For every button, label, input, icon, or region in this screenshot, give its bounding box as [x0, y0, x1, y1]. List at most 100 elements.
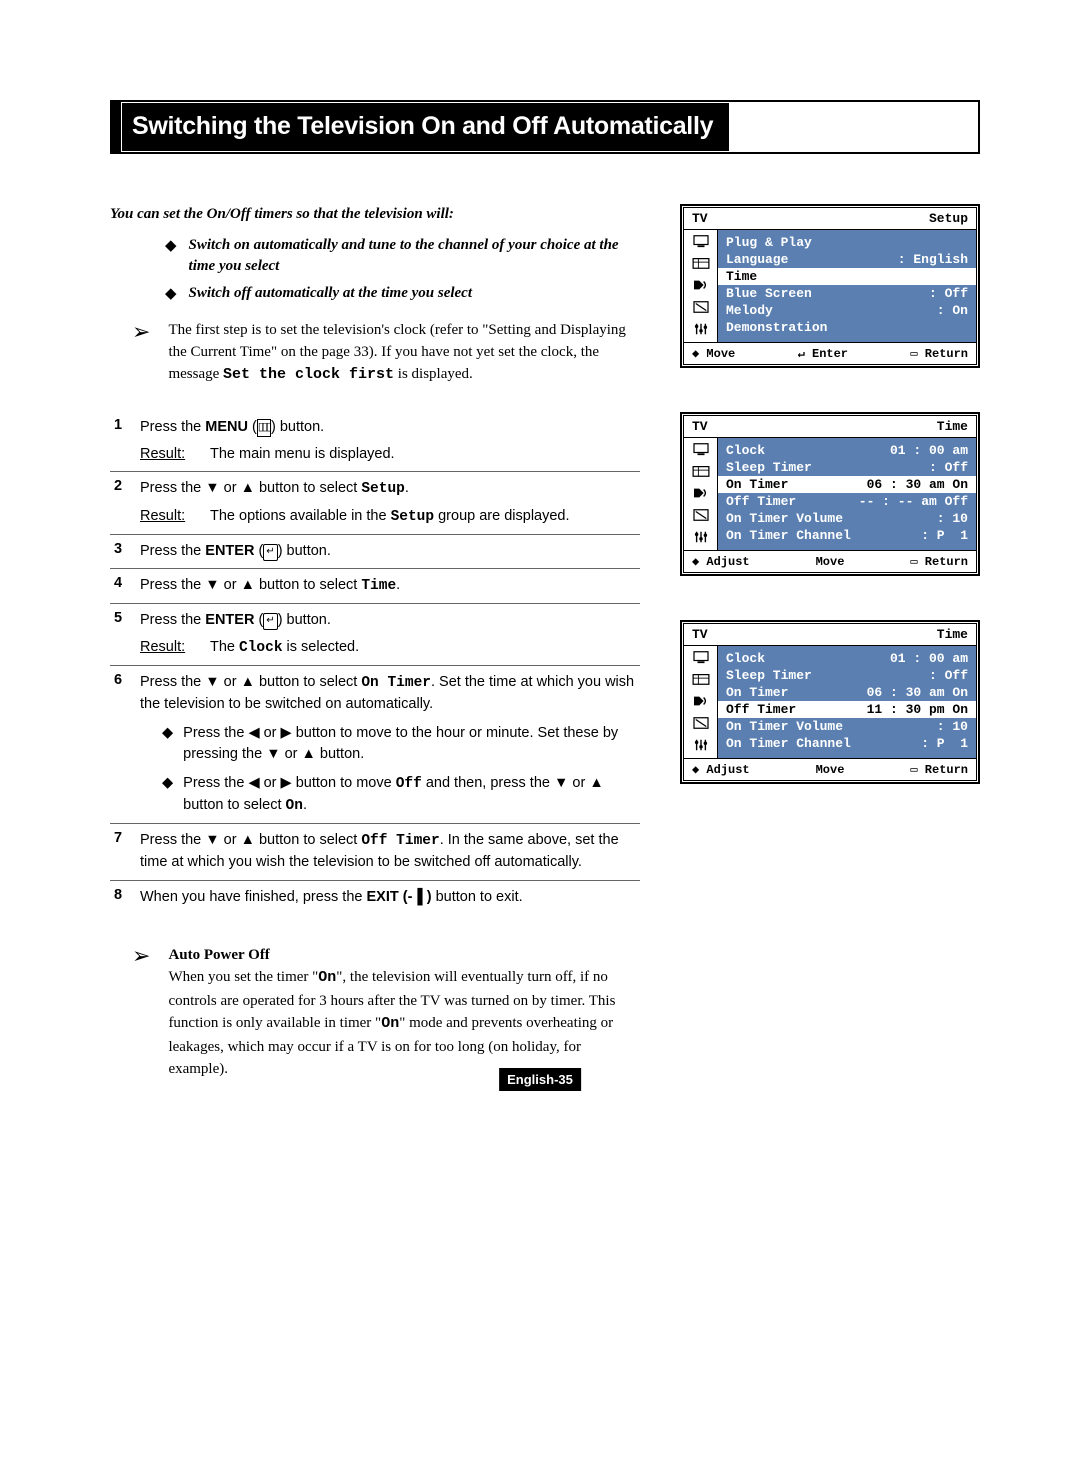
osd-row-label: Demonstration — [726, 320, 827, 335]
osd-row: Demonstration — [726, 319, 968, 336]
left-column: You can set the On/Off timers so that th… — [110, 204, 640, 1081]
osd-row: On Timer 06 : 30 am On — [726, 684, 968, 701]
osd-row-value: : P 1 — [921, 528, 968, 543]
osd-footer: ◆ Move ↵ Enter ▭ Return — [684, 342, 976, 364]
step-number: 3 — [110, 535, 136, 569]
step-number: 7 — [110, 824, 136, 880]
intro-bullet-text: Switch on automatically and tune to the … — [189, 235, 640, 277]
osd-row: Off Timer 11 : 30 pm On — [718, 701, 976, 718]
osd-row-label: Clock — [726, 443, 765, 458]
osd-footer-left: ◆ Adjust — [692, 554, 750, 569]
result-text: The options available in the Setup group… — [210, 506, 570, 528]
step-body: Press the ▼ or ▲ button to select Setup.… — [136, 472, 640, 535]
osd-row: Clock 01 : 00 am — [726, 650, 968, 667]
sub-bullet-text: Press the ◀ or ▶ button to move Off and … — [183, 773, 636, 817]
osd-row-label: Melody — [726, 303, 773, 318]
diamond-icon: ◆ — [165, 283, 177, 304]
auto-power-title: Auto Power Off — [168, 944, 640, 967]
osd-row: Sleep Timer: Off — [726, 667, 968, 684]
osd-row-value: : On — [937, 303, 968, 318]
step-number: 4 — [110, 569, 136, 604]
sub-bullet-text: Press the ◀ or ▶ button to move to the h… — [183, 723, 636, 765]
osd-row-label: Clock — [726, 651, 765, 666]
osd-panel: TVTime Clock01 : 00 amSleep Timer: OffOn… — [680, 620, 980, 784]
step-body: Press the ENTER (↵) button.Result:The Cl… — [136, 604, 640, 666]
osd-row-label: Off Timer — [726, 702, 796, 717]
pointer-icon: ➢ — [132, 945, 150, 1081]
step-body: Press the ▼ or ▲ button to select On Tim… — [136, 666, 640, 824]
osd-column: TVSetup Plug & PlayLanguage: EnglishTime… — [680, 204, 980, 1081]
step-body: Press the ▼ or ▲ button to select Off Ti… — [136, 824, 640, 880]
osd-header-left: TV — [692, 211, 708, 226]
osd-row-value: 01 : 00 am — [890, 651, 968, 666]
osd-row-value: : Off — [929, 286, 968, 301]
osd-footer-left: ◆ Move — [692, 346, 735, 361]
osd-row-label: On Timer Channel — [726, 736, 851, 751]
osd-row: Time — [718, 268, 976, 285]
intro-line: You can set the On/Off timers so that th… — [110, 204, 640, 225]
osd-main: Clock 01 : 00 amSleep Timer: OffOn Timer 0… — [718, 646, 976, 758]
osd-side-icon — [684, 504, 717, 526]
osd-row-value: : 10 — [937, 511, 968, 526]
osd-side-icon — [684, 482, 717, 504]
osd-side-icon — [684, 274, 717, 296]
auto-power-off-block: ➢ Auto Power Off When you set the timer … — [132, 944, 640, 1081]
osd-footer-mid: Move — [816, 554, 845, 569]
osd-header: TV Time — [684, 624, 976, 646]
step-body: When you have finished, press the EXIT (… — [136, 880, 640, 914]
osd-row-label: Language — [726, 252, 788, 267]
osd-row: Plug & Play — [726, 234, 968, 251]
osd-header-right: Setup — [929, 211, 968, 226]
note-suffix: is displayed. — [394, 366, 473, 382]
osd-row-label: Sleep Timer — [726, 460, 812, 475]
pointer-icon: ➢ — [132, 321, 150, 385]
osd-footer: ◆ Adjust Move ▭ Return — [684, 758, 976, 780]
osd-row: Melody : On — [726, 302, 968, 319]
osd-row-value: : P 1 — [921, 736, 968, 751]
osd-row-label: Plug & Play — [726, 235, 812, 250]
osd-footer-right: ▭ Return — [910, 762, 968, 777]
osd-header-left: TV — [692, 419, 708, 434]
osd-footer-right: ▭ Return — [910, 554, 968, 569]
osd-main: Plug & PlayLanguage: EnglishTimeBlue Scr… — [718, 230, 976, 342]
osd-side-icon — [684, 230, 717, 252]
osd-footer-mid: ↵ Enter — [798, 346, 848, 361]
osd-row: On Timer06 : 30 am On — [718, 476, 976, 493]
osd-side-icon — [684, 296, 717, 318]
osd-side-icon — [684, 668, 717, 690]
osd-icon-strip — [684, 646, 718, 758]
osd-row-value: : Off — [929, 460, 968, 475]
osd-row: Language: English — [726, 251, 968, 268]
osd-row-label: Blue Screen — [726, 286, 812, 301]
osd-header-left: TV — [692, 627, 708, 642]
step-number: 6 — [110, 666, 136, 824]
osd-header-right: Time — [937, 627, 968, 642]
intro-bullet: ◆ Switch off automatically at the time yo… — [165, 283, 640, 304]
osd-row: Clock01 : 00 am — [726, 442, 968, 459]
osd-row-value: : Off — [929, 668, 968, 683]
step-number: 8 — [110, 880, 136, 914]
osd-row: Sleep Timer : Off — [726, 459, 968, 476]
note-body: The first step is to set the television'… — [168, 320, 640, 385]
step-number: 2 — [110, 472, 136, 535]
osd-row-label: On Timer — [726, 477, 788, 492]
osd-row-value: 06 : 30 am On — [867, 685, 968, 700]
intro-bullet-text: Switch off automatically at the time you… — [189, 283, 472, 304]
osd-row-label: Off Timer — [726, 494, 796, 509]
osd-side-icon — [684, 712, 717, 734]
osd-row: On Timer Volume : 10 — [726, 510, 968, 527]
step-number: 1 — [110, 411, 136, 472]
osd-footer-left: ◆ Adjust — [692, 762, 750, 777]
result-text: The main menu is displayed. — [210, 444, 395, 465]
osd-row: On Timer Channel: P 1 — [726, 527, 968, 544]
osd-row-label: On Timer Volume — [726, 511, 843, 526]
osd-side-icon — [684, 646, 717, 668]
osd-icon-strip — [684, 438, 718, 550]
osd-row-label: On Timer — [726, 685, 788, 700]
osd-side-icon — [684, 526, 717, 548]
osd-row-value: -- : -- am Off — [859, 494, 968, 509]
osd-row-value: 11 : 30 pm On — [867, 702, 968, 717]
osd-side-icon — [684, 734, 717, 756]
step-body: Press the MENU (▯▯▯) button.Result:The m… — [136, 411, 640, 472]
step-body: Press the ▼ or ▲ button to select Time. — [136, 569, 640, 604]
